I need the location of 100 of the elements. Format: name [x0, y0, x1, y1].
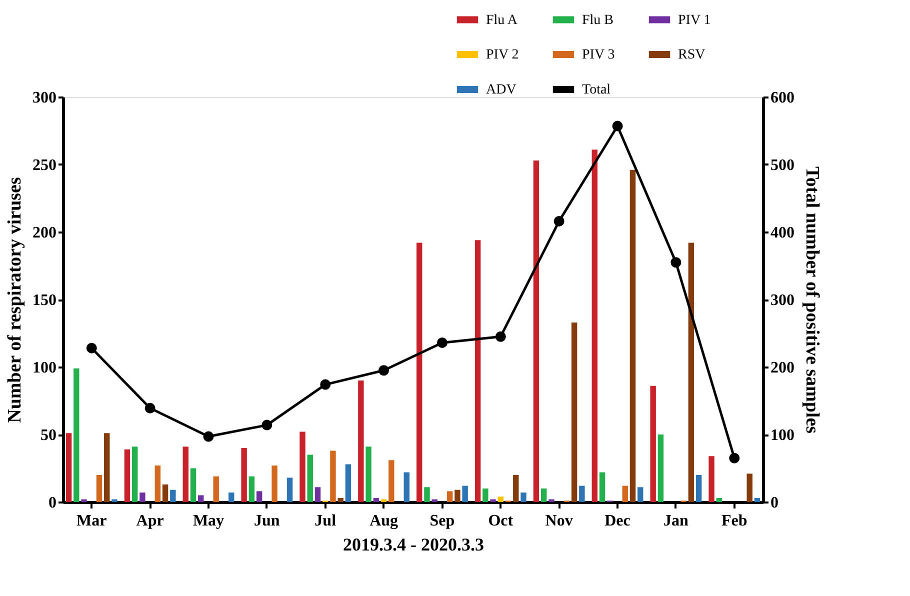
bar [688, 242, 694, 502]
y-tick-label: 300 [32, 90, 56, 106]
bar [540, 488, 547, 502]
bar [513, 475, 519, 502]
bar [579, 486, 585, 502]
bar [228, 492, 234, 502]
bar [630, 170, 636, 502]
legend-label: Total [582, 82, 611, 98]
bar [213, 476, 219, 502]
bar [599, 472, 606, 502]
bar [548, 499, 554, 502]
point [144, 402, 156, 414]
x-tick-label: Jan [663, 512, 688, 530]
y-tick-label: 100 [32, 360, 56, 376]
bar [708, 456, 714, 502]
x-axis-title: 2019.3.4 - 2020.3.3 [343, 534, 484, 554]
y2-tick-label: 100 [770, 427, 794, 444]
bar [307, 454, 313, 502]
x-tick-label: Oct [488, 512, 514, 530]
point [378, 365, 390, 376]
legend-label: RSV [678, 48, 706, 62]
bar [474, 240, 481, 502]
bar [498, 496, 504, 502]
point [436, 337, 448, 348]
point [554, 216, 564, 226]
bar [154, 466, 161, 502]
bar [272, 466, 278, 502]
bar [716, 498, 722, 502]
bar [256, 491, 262, 502]
bar [314, 487, 321, 502]
bar [482, 488, 488, 502]
y-tick-label: 250 [32, 157, 56, 174]
bar [658, 434, 664, 502]
x-tick-label: May [192, 512, 224, 530]
bar [454, 490, 460, 502]
bar [388, 460, 394, 502]
bar [650, 386, 656, 502]
bar [746, 474, 752, 502]
bar [462, 486, 468, 502]
bar [424, 487, 430, 502]
bar [358, 380, 364, 502]
point [203, 431, 214, 442]
bar [286, 478, 293, 502]
bar [162, 484, 168, 502]
bar [112, 499, 118, 502]
x-tick-label: Apr [136, 512, 164, 530]
bar [241, 448, 247, 502]
bar [446, 491, 453, 502]
y2-axis-title: Total number of positive samples [802, 166, 822, 434]
x-tick-label: Jul [314, 512, 337, 530]
bar [96, 475, 102, 502]
bar [432, 499, 438, 502]
legend-label: Flu A [486, 12, 518, 28]
y-axis-title: Number of respiratory viruses [4, 177, 26, 423]
bar [338, 498, 344, 502]
y2-tick-label: 200 [770, 360, 794, 376]
bar [170, 490, 176, 502]
bar [124, 449, 130, 502]
y2-tick-label: 500 [770, 157, 794, 174]
bar [104, 433, 110, 502]
bar [638, 487, 644, 502]
bar [140, 492, 146, 502]
legend-label: PIV 2 [486, 48, 519, 62]
bar [533, 160, 540, 502]
bar [592, 150, 598, 502]
y2-tick-label: 600 [770, 90, 794, 106]
bar [345, 464, 352, 502]
bar [81, 499, 87, 502]
bar [66, 433, 72, 502]
point [320, 379, 331, 390]
y2-tick-label: 0 [770, 494, 778, 512]
legend-label: Flu B [582, 12, 614, 28]
bar [198, 495, 204, 502]
legend-label: ADV [486, 82, 516, 98]
bar [366, 446, 372, 502]
y2-tick-label: 400 [770, 224, 794, 242]
bar [74, 368, 80, 502]
x-tick-label: Aug [370, 512, 398, 530]
bar [622, 486, 628, 502]
y-tick-label: 150 [32, 292, 56, 309]
y-tick-label: 0 [48, 494, 56, 512]
bar [696, 475, 702, 502]
bar [190, 468, 196, 502]
bar [754, 498, 760, 502]
y-tick-label: 50 [40, 427, 56, 444]
bar [373, 498, 380, 502]
point [670, 257, 682, 268]
x-tick-label: Jun [254, 512, 280, 530]
point [729, 452, 740, 464]
legend-label: PIV 3 [582, 48, 615, 62]
legend-label: PIV 1 [678, 12, 711, 28]
bar [300, 432, 306, 502]
x-tick-label: Mar [76, 512, 107, 530]
x-tick-label: Feb [721, 512, 748, 530]
bar [404, 472, 410, 502]
bar [416, 242, 422, 502]
point [262, 420, 272, 430]
x-tick-label: Nov [545, 512, 573, 530]
bar [330, 450, 336, 502]
bar [248, 476, 255, 502]
